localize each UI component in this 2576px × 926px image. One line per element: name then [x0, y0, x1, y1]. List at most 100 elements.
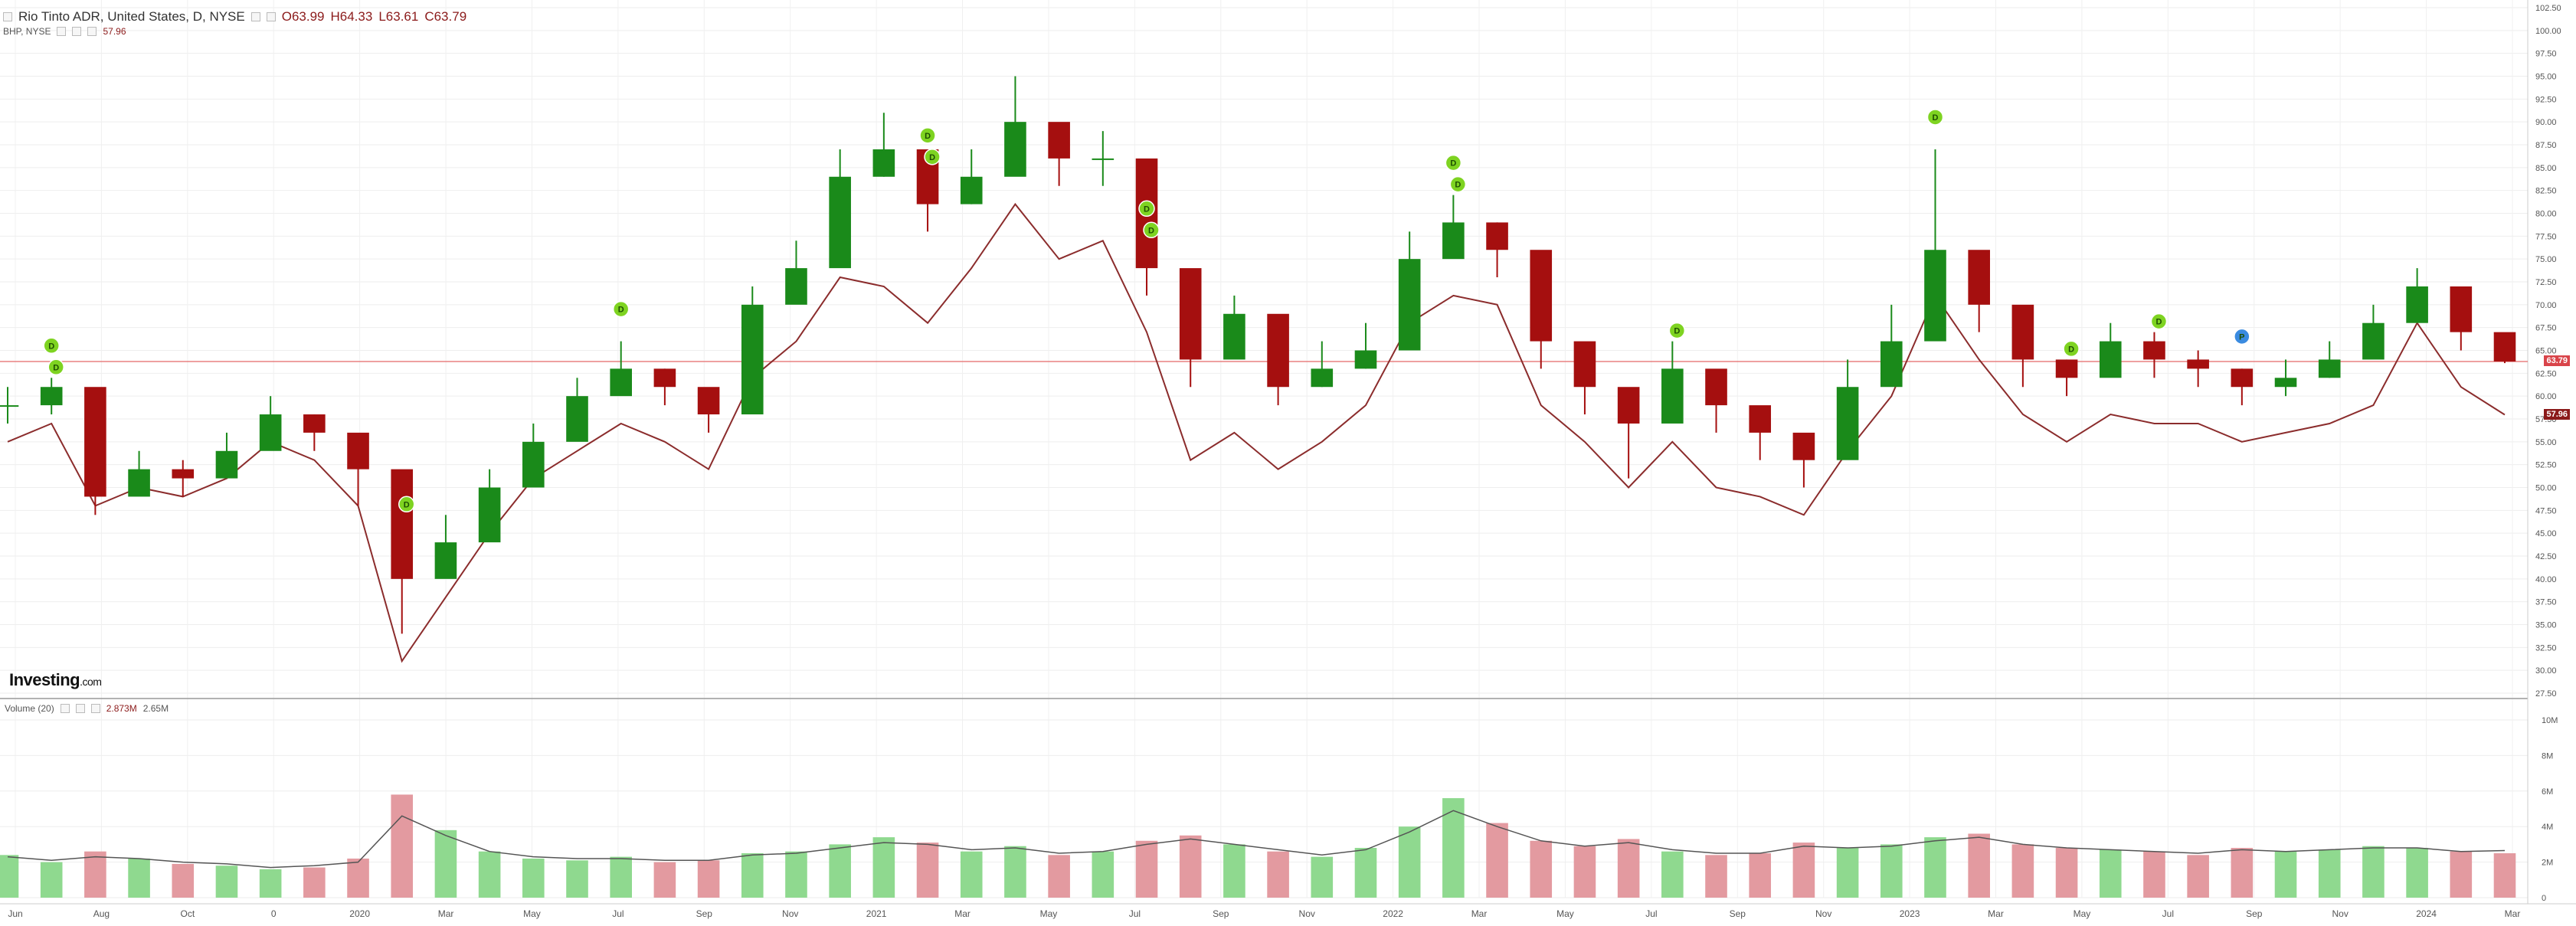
volume-tick-label: 10M [2542, 716, 2558, 725]
candle-body [785, 268, 807, 305]
y-tick-label: 62.50 [2535, 369, 2557, 378]
marker-label: D [618, 306, 624, 315]
candle-body [522, 441, 545, 488]
volume-bar [2274, 851, 2297, 898]
dividend-marker [1926, 109, 1944, 126]
volume-bar [215, 865, 238, 898]
low-value: L63.61 [378, 9, 419, 24]
candle-body [2493, 332, 2516, 362]
candle-body [2362, 322, 2385, 360]
y-tick-label: 100.00 [2535, 27, 2561, 36]
candle-body [829, 176, 851, 269]
y-tick-label: 80.00 [2535, 210, 2557, 219]
y-tick-label: 90.00 [2535, 118, 2557, 127]
candle-body [1354, 350, 1377, 369]
x-tick-label: Nov [1815, 908, 1831, 919]
candle-body [0, 405, 19, 407]
symbol-title[interactable]: Rio Tinto ADR, United States, D, NYSE [18, 9, 245, 24]
close-icon[interactable] [90, 704, 100, 713]
dividend-marker [1143, 221, 1160, 239]
candle-body [2011, 304, 2034, 360]
volume-bar [1486, 823, 1508, 898]
collapse-icon[interactable] [3, 12, 12, 21]
candle-body [478, 487, 501, 543]
volume-value: 2.873M [106, 703, 137, 714]
dividend-marker [47, 358, 64, 376]
marker-label: D [1933, 113, 1939, 123]
candle-body [40, 387, 63, 406]
investing-logo: Investing.com [9, 670, 102, 689]
x-tick-label: Jul [1129, 908, 1141, 919]
dividend-marker [924, 149, 941, 165]
eye-icon[interactable] [250, 12, 260, 21]
candle-body [303, 414, 326, 433]
x-tick-label: May [2074, 908, 2091, 919]
settings-icon[interactable] [72, 27, 82, 36]
eye-icon[interactable] [60, 704, 70, 713]
dividend-marker [1449, 175, 1467, 193]
gridlines [0, 0, 2528, 898]
volume-bar [2187, 855, 2209, 898]
volume-bar [785, 851, 807, 898]
x-tick-label: Jul [1645, 908, 1657, 919]
bhp-price-tag: 57.96 [2544, 408, 2570, 420]
close-icon[interactable] [87, 27, 97, 36]
candle-body [172, 469, 195, 479]
y-tick-label: 102.50 [2535, 4, 2561, 13]
candle-body [347, 432, 369, 470]
x-tick-label: Sep [696, 908, 713, 919]
candle-body [2406, 286, 2428, 323]
high-value: H64.33 [330, 9, 373, 24]
volume-bar [1092, 851, 1115, 898]
x-tick-label: 0 [271, 908, 277, 919]
x-tick-label: Jun [8, 908, 22, 919]
y-tick-label: 97.50 [2535, 50, 2557, 59]
candle-body [697, 387, 720, 415]
y-tick-label: 87.50 [2535, 141, 2557, 150]
volume-bar [1836, 848, 1859, 898]
candle-body [2274, 378, 2297, 388]
x-tick-label: May [1556, 908, 1574, 919]
x-tick-label: May [523, 908, 541, 919]
candle-body [215, 450, 238, 479]
y-tick-label: 27.50 [2535, 689, 2557, 699]
marker-label: D [404, 500, 410, 509]
settings-icon[interactable] [266, 12, 276, 21]
candle-body [610, 368, 632, 397]
candle-body [1749, 405, 1772, 433]
dividend-marker [398, 496, 415, 513]
y-tick-label: 75.00 [2535, 255, 2557, 264]
x-tick-label: Jul [612, 908, 624, 919]
marker-label: D [925, 132, 931, 141]
volume-bar [1135, 840, 1158, 898]
x-tick-label: Nov [1299, 908, 1315, 919]
compare-symbol[interactable]: BHP, NYSE [3, 26, 51, 37]
candle-body [1968, 250, 1990, 305]
marker-label: D [1148, 226, 1154, 235]
settings-icon[interactable] [75, 704, 85, 713]
volume-bar [2450, 851, 2473, 898]
y-tick-label: 35.00 [2535, 621, 2557, 630]
candle-body [1486, 222, 1508, 250]
candle-body [1179, 268, 1202, 360]
marker-label: P [2239, 332, 2244, 342]
candle-body [741, 304, 764, 415]
x-tick-label: 2023 [1900, 908, 1920, 919]
y-tick-label: 32.50 [2535, 643, 2557, 653]
candle-body [259, 414, 282, 451]
volume-bar [84, 851, 106, 898]
marker-label: D [2068, 345, 2074, 354]
dividend-markers[interactable]: D D D D D D D D D D D D D P D [43, 109, 2250, 513]
x-tick-label: 2020 [349, 908, 370, 919]
volume-title[interactable]: Volume (20) [5, 703, 54, 714]
eye-icon[interactable] [57, 27, 67, 36]
volume-bar [1223, 844, 1245, 898]
y-tick-label: 82.50 [2535, 187, 2557, 196]
candle-body [1004, 122, 1026, 177]
candle-body [872, 149, 895, 177]
y-tick-label: 37.50 [2535, 598, 2557, 607]
candle-body [1223, 313, 1245, 360]
volume-bar [697, 860, 720, 898]
y-tick-label: 67.50 [2535, 324, 2557, 333]
